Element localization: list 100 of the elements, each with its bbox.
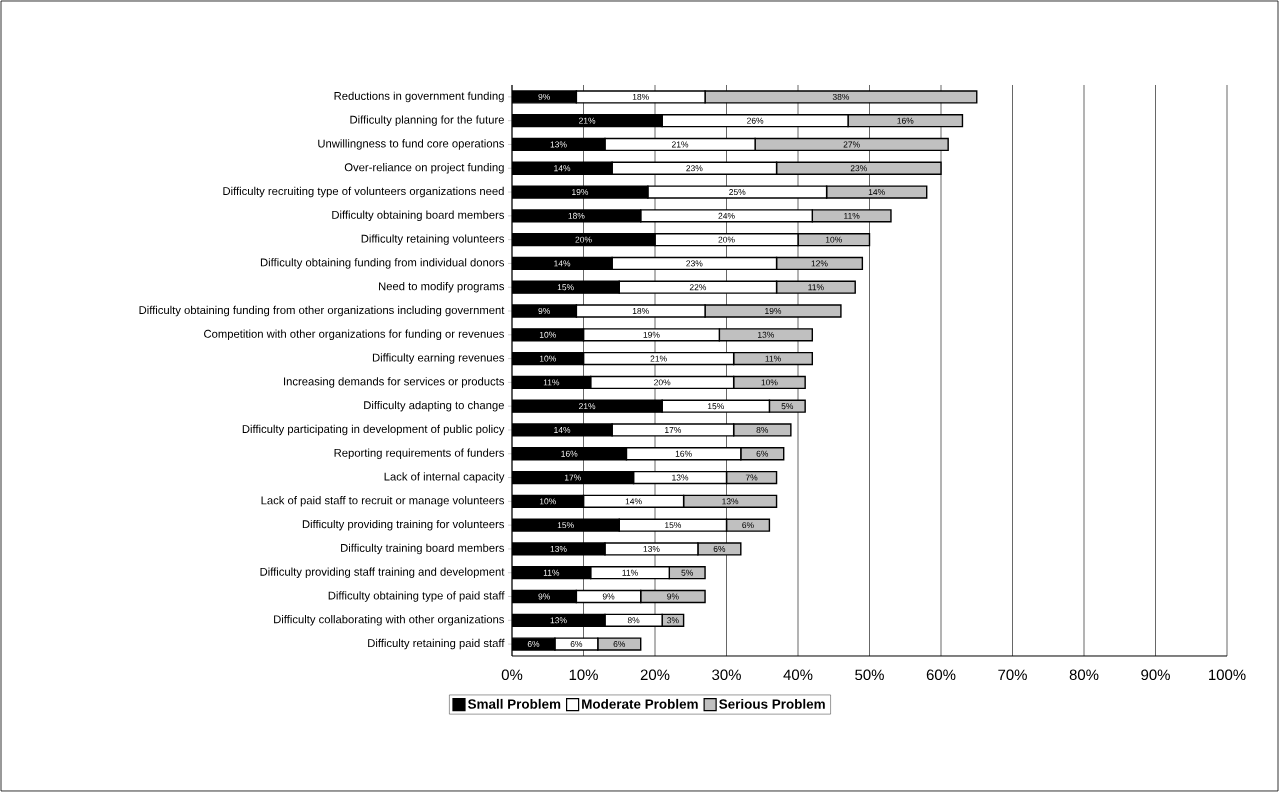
data-label: 5% (781, 403, 794, 410)
data-label: 6% (756, 450, 769, 457)
data-label: 16% (897, 117, 914, 124)
data-label: 16% (675, 450, 692, 457)
data-label: 10% (761, 379, 778, 386)
y-tick-label: Difficulty retaining volunteers (361, 234, 505, 245)
data-label: 21% (650, 355, 667, 362)
x-tick-label: 10% (569, 669, 598, 681)
data-label: 6% (527, 641, 540, 648)
data-label: 14% (625, 498, 642, 505)
y-tick-label: Reductions in government funding (334, 91, 504, 103)
data-label: 15% (707, 403, 724, 410)
data-label: 18% (632, 93, 649, 100)
x-tick-label: 80% (1069, 669, 1099, 681)
y-tick-label: Difficulty providing training for volunteers (302, 519, 505, 531)
data-label: 10% (539, 498, 556, 505)
data-label: 6% (742, 522, 754, 529)
data-label: 10% (539, 355, 556, 362)
data-label: 21% (579, 403, 596, 410)
y-tick-label: Unwillingness to fund core operations (318, 139, 505, 150)
data-label: 12% (811, 260, 828, 267)
data-label: 14% (554, 165, 571, 172)
y-tick-label: Difficulty planning for the future (350, 115, 504, 126)
x-tick-label: 70% (998, 669, 1027, 681)
data-label: 14% (554, 260, 571, 267)
data-label: 13% (758, 331, 775, 338)
legend-label: Serious Problem (719, 698, 825, 709)
data-label: 16% (561, 450, 578, 457)
data-label: 7% (745, 474, 758, 481)
data-label: 8% (627, 617, 640, 624)
y-tick-label: Difficulty providing staff training and development (260, 567, 505, 578)
x-tick-label: 40% (783, 669, 813, 681)
data-label: 20% (575, 236, 592, 243)
data-label: 13% (550, 141, 567, 148)
y-tick-label: Lack of internal capacity (384, 472, 505, 483)
data-label: 9% (538, 593, 551, 600)
y-tick-label: Reporting requirements of funders (334, 448, 505, 459)
data-label: 13% (643, 545, 660, 552)
data-label: 13% (672, 474, 689, 481)
data-label: 24% (718, 212, 735, 219)
data-label: 9% (667, 593, 679, 600)
data-label: 10% (825, 236, 842, 243)
y-tick-label: Competition with other organizations for funding or revenues (204, 329, 505, 341)
data-label: 17% (564, 474, 581, 481)
y-tick-label: Increasing demands for services or products (284, 377, 505, 388)
data-label: 19% (572, 189, 589, 196)
data-label: 18% (632, 308, 649, 314)
data-label: 17% (665, 427, 682, 433)
data-label: 15% (665, 522, 682, 529)
data-label: 13% (550, 545, 567, 552)
data-label: 25% (729, 189, 746, 196)
data-label: 11% (844, 212, 860, 219)
data-label: 14% (868, 189, 885, 196)
data-label: 11% (622, 569, 638, 576)
y-tick-label: Difficulty obtaining funding from individual donors (260, 258, 505, 269)
y-tick-label: Difficulty collaborating with other organizations (274, 615, 505, 626)
data-label: 11% (765, 355, 781, 362)
data-label: 20% (654, 379, 671, 386)
data-label: 10% (539, 331, 556, 338)
y-tick-label: Difficulty obtaining board members (332, 210, 505, 222)
data-label: 6% (613, 641, 626, 648)
data-label: 27% (843, 141, 860, 148)
data-label: 11% (543, 379, 560, 386)
y-tick-label: Difficulty training board members (341, 543, 505, 555)
data-label: 20% (718, 236, 735, 243)
data-label: 14% (554, 427, 571, 433)
y-tick-label: Difficulty retaining paid staff (368, 638, 505, 650)
data-label: 13% (722, 498, 739, 505)
data-label: 21% (671, 141, 689, 148)
legend-label: Small Problem (467, 698, 561, 709)
data-label: 9% (538, 93, 551, 100)
legend-label: Moderate Problem (582, 698, 698, 709)
data-label: 3% (667, 617, 679, 624)
data-label: 13% (550, 617, 567, 624)
x-tick-label: 0% (501, 669, 523, 681)
x-tick-label: 100% (1209, 669, 1246, 681)
x-tick-label: 20% (640, 669, 670, 681)
data-label: 5% (681, 569, 694, 576)
y-tick-label: Difficulty participating in development of public policy (242, 424, 505, 436)
data-label: 11% (808, 284, 824, 291)
data-label: 15% (557, 522, 574, 529)
data-label: 23% (850, 165, 867, 172)
data-label: 21% (579, 117, 596, 124)
data-label: 9% (538, 308, 551, 314)
data-label: 23% (686, 165, 703, 172)
data-label: 38% (832, 93, 850, 100)
y-tick-label: Difficulty adapting to change (364, 400, 504, 412)
data-label: 15% (557, 284, 574, 291)
y-tick-label: Difficulty recruiting type of volunteers organizations need (223, 186, 504, 198)
y-tick-label: Over-reliance on project funding (344, 163, 504, 174)
data-label: 22% (689, 284, 707, 291)
y-tick-label: Difficulty earning revenues (372, 353, 505, 364)
x-tick-label: 30% (712, 669, 741, 681)
y-tick-label: Need to modify programs (379, 281, 505, 293)
data-label: 26% (747, 117, 764, 124)
y-tick-label: Lack of paid staff to recruit or manage volunteers (261, 496, 505, 507)
data-label: 19% (765, 308, 782, 314)
y-tick-label: Difficulty obtaining type of paid staff (328, 591, 505, 602)
data-label: 8% (756, 426, 769, 433)
data-label: 18% (568, 212, 585, 219)
